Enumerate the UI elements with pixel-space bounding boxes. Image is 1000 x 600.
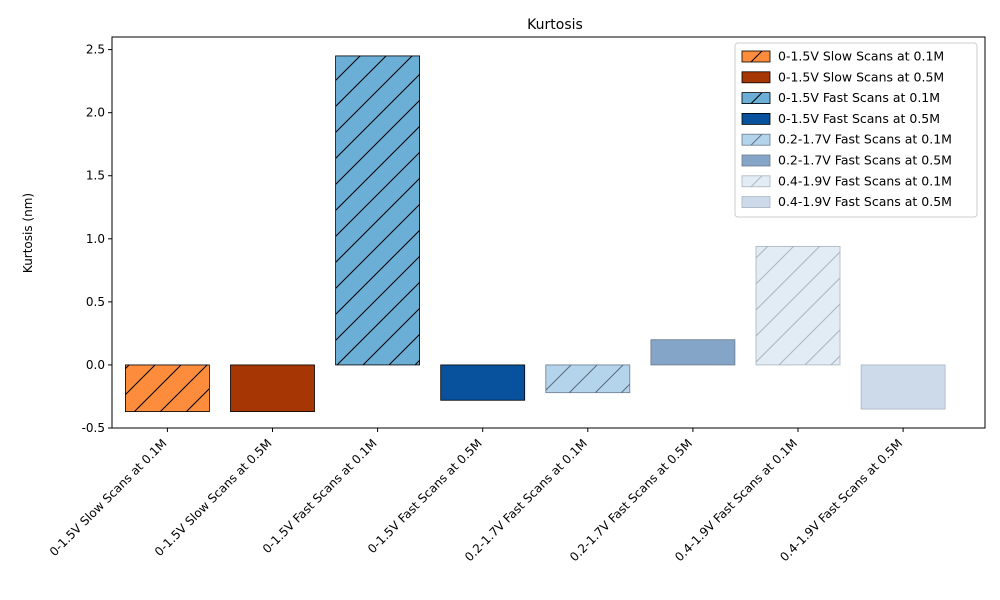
x-tick-label: 0.2-1.7V Fast Scans at 0.5M xyxy=(567,436,695,564)
legend-entry: 0-1.5V Slow Scans at 0.1M xyxy=(741,49,944,64)
legend-swatch-hatch xyxy=(750,175,763,188)
legend-swatch-hatch xyxy=(750,92,763,104)
legend-swatch-hatch xyxy=(750,133,763,146)
legend: 0-1.5V Slow Scans at 0.1M 0-1.5V Slow Sca… xyxy=(734,42,978,218)
x-tick-label: 0.4-1.9V Fast Scans at 0.5M xyxy=(777,436,905,564)
legend-swatch xyxy=(741,154,771,167)
bar-group xyxy=(230,364,315,413)
x-tick-label: 0-1.5V Slow Scans at 0.1M xyxy=(47,436,170,559)
x-tick-label: 0-1.5V Fast Scans at 0.5M xyxy=(365,436,485,556)
legend-entry: 0-1.5V Slow Scans at 0.5M xyxy=(741,69,944,84)
bar-group xyxy=(125,364,210,413)
y-tick-label: -0.5 xyxy=(82,421,105,435)
y-axis: -0.5 0.0 0.5 1.0 1.5 2.0 2.5 xyxy=(82,43,112,435)
legend-label: 0-1.5V Fast Scans at 0.1M xyxy=(778,90,940,105)
x-tick-label: 0-1.5V Slow Scans at 0.5M xyxy=(152,436,275,559)
plot-area-frame xyxy=(111,36,986,429)
legend-label: 0.2-1.7V Fast Scans at 0.5M xyxy=(778,153,952,168)
bar-group xyxy=(545,364,631,394)
y-tick-label: 2.0 xyxy=(86,106,105,120)
legend-label: 0.2-1.7V Fast Scans at 0.1M xyxy=(778,132,952,147)
bar-group xyxy=(860,364,946,410)
bar xyxy=(650,339,736,366)
y-tick-label: 2.5 xyxy=(86,43,105,57)
x-tick-label: 0-1.5V Fast Scans at 0.1M xyxy=(260,436,380,556)
bar xyxy=(440,364,526,401)
y-tick-label: 0.5 xyxy=(86,295,105,309)
bar-group xyxy=(755,245,841,366)
legend-entry: 0.2-1.7V Fast Scans at 0.1M xyxy=(741,132,952,147)
bar xyxy=(230,364,315,413)
legend-label: 0-1.5V Fast Scans at 0.5M xyxy=(778,111,940,126)
legend-swatch-hatch xyxy=(750,50,763,63)
bar-hatch xyxy=(756,246,840,365)
bars-group xyxy=(125,55,946,413)
bar-group xyxy=(650,339,736,366)
y-tick-label: 0.0 xyxy=(86,358,105,372)
legend-entry: 0-1.5V Fast Scans at 0.5M xyxy=(741,111,940,126)
legend-swatch xyxy=(741,196,771,209)
x-tick-label: 0.2-1.7V Fast Scans at 0.1M xyxy=(462,436,590,564)
legend-swatch xyxy=(741,113,771,125)
bar-group xyxy=(335,55,421,366)
x-axis: 0-1.5V Slow Scans at 0.1M0-1.5V Slow Sca… xyxy=(47,428,905,564)
legend-label: 0.4-1.9V Fast Scans at 0.1M xyxy=(778,173,952,188)
bar-hatch xyxy=(125,364,210,412)
bar-hatch xyxy=(335,55,420,365)
legend-frame xyxy=(734,42,978,218)
bar-hatch xyxy=(545,364,630,393)
legend-label: 0.4-1.9V Fast Scans at 0.5M xyxy=(778,194,952,209)
legend-label: 0-1.5V Slow Scans at 0.1M xyxy=(778,49,944,64)
y-tick-label: 1.5 xyxy=(86,169,105,183)
bar xyxy=(860,364,946,410)
legend-swatch xyxy=(741,71,771,84)
legend-entry: 0.2-1.7V Fast Scans at 0.5M xyxy=(741,153,952,168)
legend-entry: 0.4-1.9V Fast Scans at 0.5M xyxy=(741,194,952,209)
x-tick-label: 0.4-1.9V Fast Scans at 0.1M xyxy=(672,436,800,564)
legend-label: 0-1.5V Slow Scans at 0.5M xyxy=(778,69,944,84)
chart-title: Kurtosis xyxy=(527,17,583,33)
legend-entry: 0-1.5V Fast Scans at 0.1M xyxy=(741,90,940,105)
y-tick-label: 1.0 xyxy=(86,232,105,246)
legend-entry: 0.4-1.9V Fast Scans at 0.1M xyxy=(741,173,952,188)
bar-group xyxy=(440,364,526,401)
y-axis-title: Kurtosis (nm) xyxy=(21,193,35,273)
